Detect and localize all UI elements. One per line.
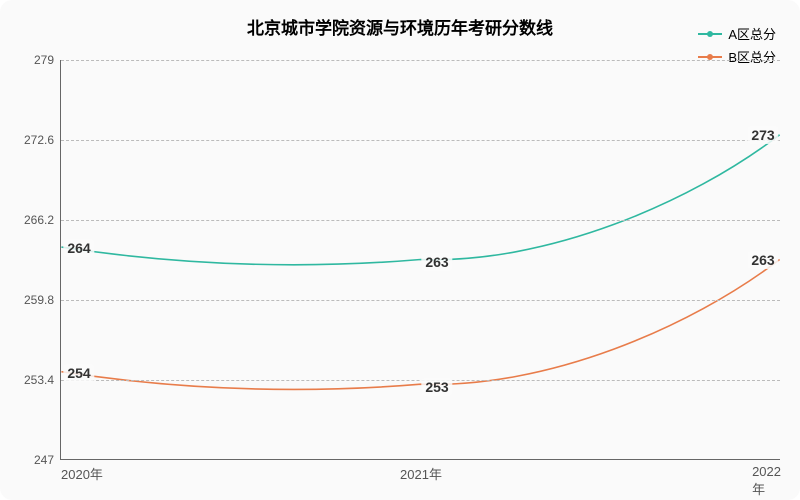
- legend-item-a: A区总分: [698, 24, 776, 43]
- legend-swatch-b: [698, 56, 722, 58]
- y-axis-label: 266.2: [24, 213, 54, 227]
- value-label: 263: [421, 253, 452, 271]
- y-axis-label: 259.8: [24, 293, 54, 307]
- y-axis-label: 279: [34, 53, 54, 67]
- value-label: 264: [63, 239, 94, 257]
- value-label: 263: [747, 251, 778, 269]
- legend-label-a: A区总分: [728, 24, 776, 43]
- chart-container: 北京城市学院资源与环境历年考研分数线 A区总分 B区总分 247253.4259…: [0, 0, 800, 500]
- grid-line: [61, 140, 780, 141]
- y-axis-label: 247: [34, 453, 54, 467]
- series-line: [61, 260, 779, 390]
- chart-title: 北京城市学院资源与环境历年考研分数线: [247, 14, 553, 39]
- legend-swatch-a: [698, 33, 722, 35]
- grid-line: [61, 220, 780, 221]
- value-label: 254: [63, 364, 94, 382]
- x-axis-label: 2022年: [752, 464, 781, 498]
- x-axis-label: 2021年: [400, 464, 442, 483]
- grid-line: [61, 300, 780, 301]
- value-label: 273: [747, 126, 778, 144]
- y-axis-label: 253.4: [24, 373, 54, 387]
- grid-line: [61, 60, 780, 61]
- plot-area: 247253.4259.8266.2272.62792020年2021年2022…: [60, 60, 780, 460]
- value-label: 253: [421, 378, 452, 396]
- y-axis-label: 272.6: [24, 133, 54, 147]
- series-line: [61, 135, 779, 265]
- x-axis-label: 2020年: [61, 464, 103, 483]
